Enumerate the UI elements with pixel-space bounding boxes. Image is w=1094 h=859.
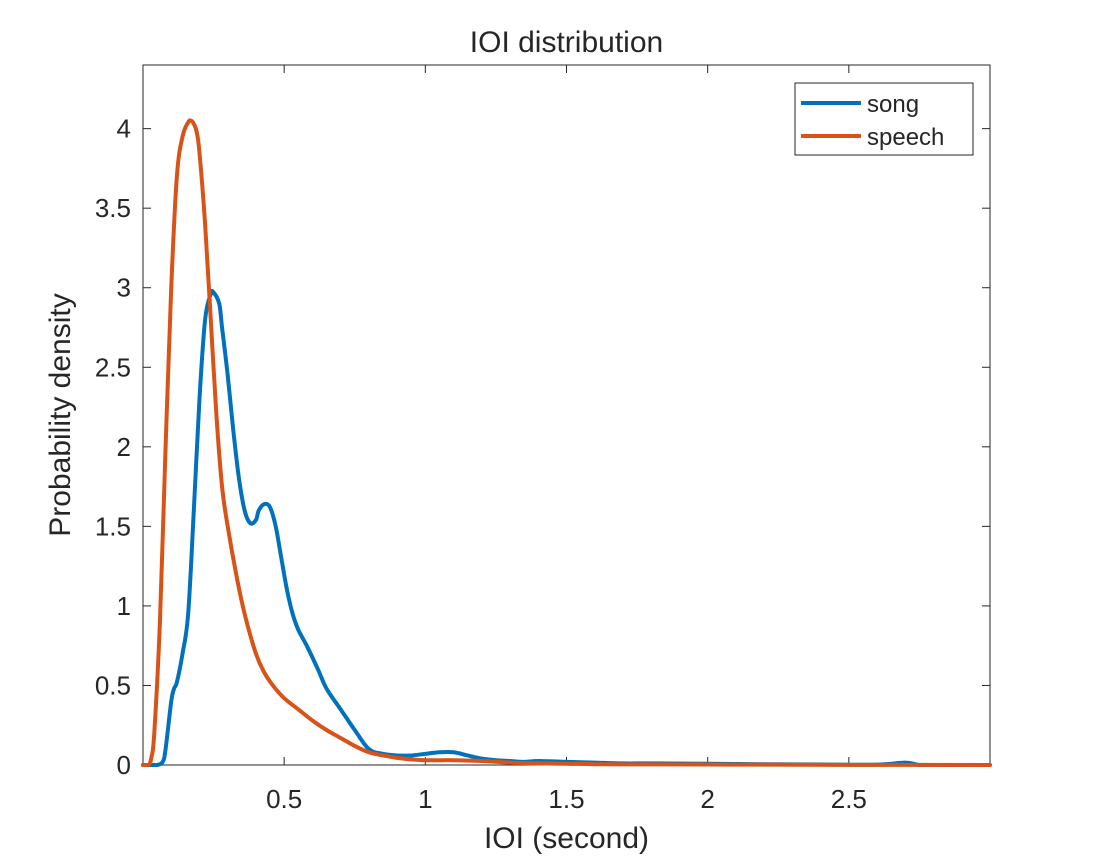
- y-tick-label: 4: [117, 114, 131, 144]
- x-tick-label: 2: [700, 784, 714, 814]
- x-tick-label: 2.5: [831, 784, 867, 814]
- y-tick-label: 1: [117, 591, 131, 621]
- series-group: [141, 118, 992, 767]
- plot-frame: [142, 64, 991, 766]
- x-tick-label: 0.5: [266, 784, 302, 814]
- y-tick-label: 2: [117, 432, 131, 462]
- y-tick-label: 0.5: [95, 670, 131, 700]
- series-line-speech: [141, 118, 992, 767]
- plot-area: [142, 64, 991, 766]
- legend-label-speech: speech: [867, 124, 944, 151]
- y-axis-label: Probability density: [44, 293, 77, 536]
- y-tick-label: 0: [117, 750, 131, 780]
- chart-title: IOI distribution: [470, 26, 663, 59]
- legend-label-song: song: [867, 91, 919, 118]
- y-tick-label: 1.5: [95, 511, 131, 541]
- y-tick-label: 3.5: [95, 193, 131, 223]
- y-tick-label: 2.5: [95, 352, 131, 382]
- x-axis-label: IOI (second): [484, 822, 649, 855]
- legend-box: [794, 82, 974, 156]
- x-tick-label: 1: [418, 784, 432, 814]
- y-tick-label: 3: [117, 273, 131, 303]
- x-tick-label: 1.5: [548, 784, 584, 814]
- tick-group: 0.5 1 1.5 2 2.5 0 0.5 1 1.5 2 2.5 3 3.5 4: [95, 65, 990, 814]
- legend: song speech: [794, 82, 974, 156]
